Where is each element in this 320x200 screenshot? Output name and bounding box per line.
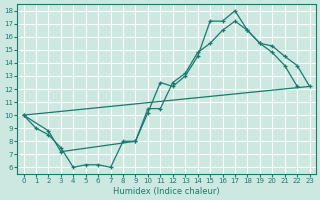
- X-axis label: Humidex (Indice chaleur): Humidex (Indice chaleur): [113, 187, 220, 196]
